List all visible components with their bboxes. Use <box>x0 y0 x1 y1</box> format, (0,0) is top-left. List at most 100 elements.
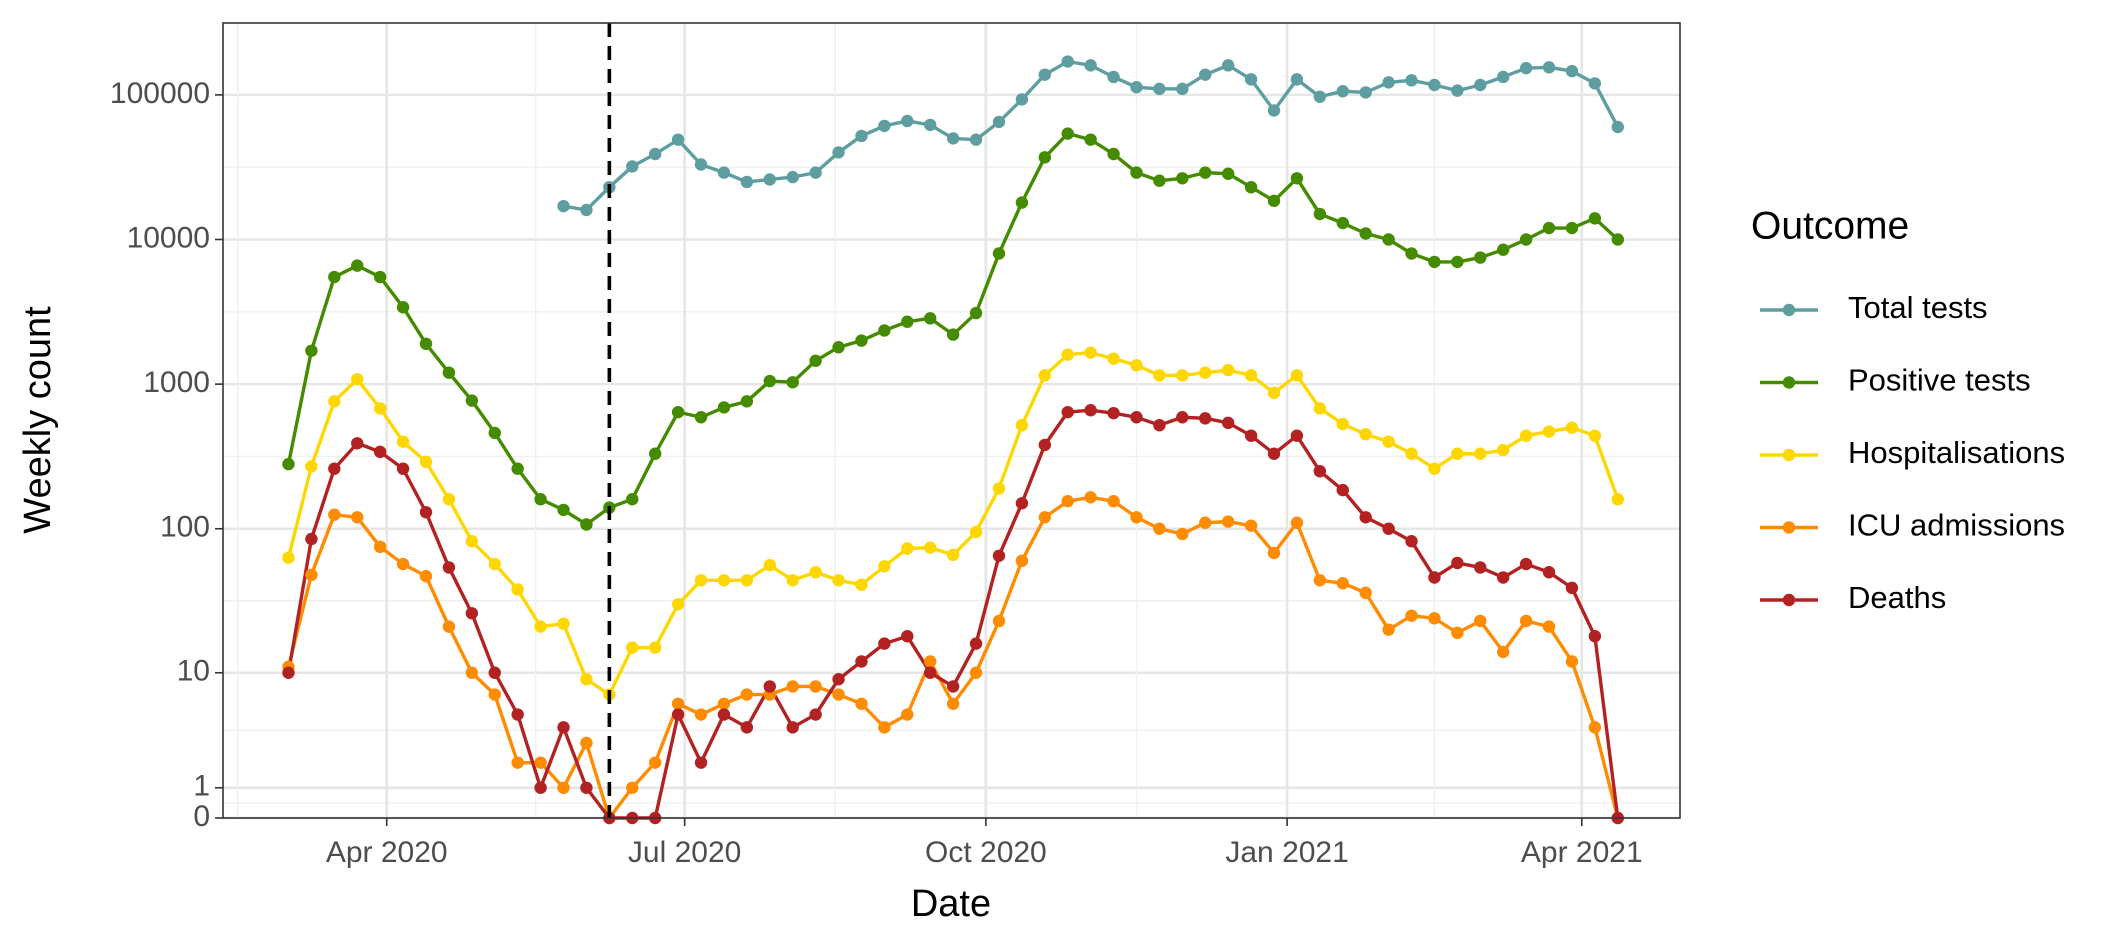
data-point <box>396 301 410 314</box>
data-point <box>1176 172 1189 185</box>
data-point <box>465 607 479 620</box>
data-point <box>442 493 456 506</box>
data-point <box>1565 221 1579 235</box>
data-point <box>1336 85 1349 98</box>
legend-key-point <box>1782 448 1796 462</box>
data-point <box>992 115 1006 129</box>
x-tick-label: Apr 2021 <box>1521 836 1643 869</box>
plot-marks <box>282 23 1624 825</box>
data-point <box>832 688 845 701</box>
data-point <box>1084 491 1097 504</box>
data-point <box>1336 417 1349 431</box>
data-point <box>1221 416 1235 430</box>
data-point <box>1611 120 1624 134</box>
data-point <box>1199 166 1212 179</box>
data-point <box>1565 581 1579 595</box>
data-point <box>534 493 547 506</box>
data-point <box>1405 74 1418 87</box>
data-point <box>580 673 593 686</box>
data-point <box>1244 429 1258 442</box>
data-point <box>626 641 639 654</box>
data-point <box>1451 626 1464 640</box>
data-point <box>1290 73 1304 86</box>
data-point <box>511 708 524 721</box>
data-point <box>969 133 983 146</box>
data-point <box>1611 493 1624 506</box>
data-point <box>809 166 822 179</box>
data-point <box>1313 90 1327 103</box>
data-point <box>992 482 1006 495</box>
data-point <box>1221 167 1235 180</box>
data-point <box>1061 348 1074 361</box>
data-point <box>648 447 662 460</box>
data-point <box>1176 369 1189 382</box>
data-point <box>1451 84 1464 97</box>
data-point <box>1015 418 1029 432</box>
data-point <box>786 376 799 389</box>
data-point <box>626 493 639 506</box>
data-point <box>465 666 479 679</box>
data-point <box>1199 366 1212 379</box>
data-point <box>1359 86 1372 99</box>
data-point <box>1084 59 1097 72</box>
data-point <box>328 395 341 408</box>
data-point <box>580 736 593 750</box>
data-point <box>465 535 479 548</box>
data-point <box>901 708 914 721</box>
data-point <box>1015 93 1029 106</box>
data-point <box>969 306 983 320</box>
data-point <box>282 666 295 679</box>
data-point <box>992 549 1006 562</box>
legend-label: Hospitalisations <box>1848 435 2065 470</box>
data-point <box>1474 78 1487 92</box>
data-point <box>832 341 845 354</box>
data-point <box>1474 251 1487 264</box>
data-point <box>1405 447 1418 460</box>
data-point <box>1221 59 1235 72</box>
data-point <box>442 561 456 574</box>
data-point <box>648 147 662 161</box>
data-point <box>1382 435 1395 448</box>
data-point <box>1130 166 1143 179</box>
data-point <box>488 688 501 701</box>
x-tick-label: Apr 2020 <box>326 836 448 869</box>
data-point <box>351 373 364 386</box>
data-point <box>1519 61 1533 75</box>
data-point <box>1542 620 1556 633</box>
data-point <box>1084 346 1097 359</box>
legend-key-point <box>1782 521 1796 534</box>
data-point <box>1038 511 1052 524</box>
data-point <box>419 506 433 519</box>
x-tick-label: Oct 2020 <box>925 836 1047 869</box>
data-point <box>763 173 776 186</box>
data-point <box>763 680 776 693</box>
data-point <box>648 756 662 769</box>
data-point <box>580 781 593 794</box>
data-point <box>855 129 868 143</box>
data-point <box>511 583 524 596</box>
data-point <box>1428 78 1441 92</box>
legend-key-point <box>1782 593 1796 607</box>
data-point <box>740 175 754 189</box>
data-point <box>1565 655 1579 668</box>
data-point <box>924 118 937 132</box>
data-point <box>901 542 914 555</box>
data-point <box>1496 443 1510 457</box>
data-point <box>1199 68 1212 81</box>
data-point <box>1244 180 1258 194</box>
data-point <box>1107 406 1120 420</box>
data-point <box>809 680 822 693</box>
data-point <box>328 508 341 521</box>
data-point <box>809 354 822 367</box>
data-point <box>878 560 891 573</box>
data-point <box>1588 630 1602 643</box>
data-point <box>419 337 433 351</box>
data-point <box>396 557 410 571</box>
data-point <box>1313 402 1327 415</box>
data-point <box>1519 557 1533 571</box>
data-point <box>694 574 708 587</box>
x-tick-label: Jan 2021 <box>1225 836 1348 869</box>
data-point <box>534 756 547 769</box>
data-point <box>1359 428 1372 441</box>
